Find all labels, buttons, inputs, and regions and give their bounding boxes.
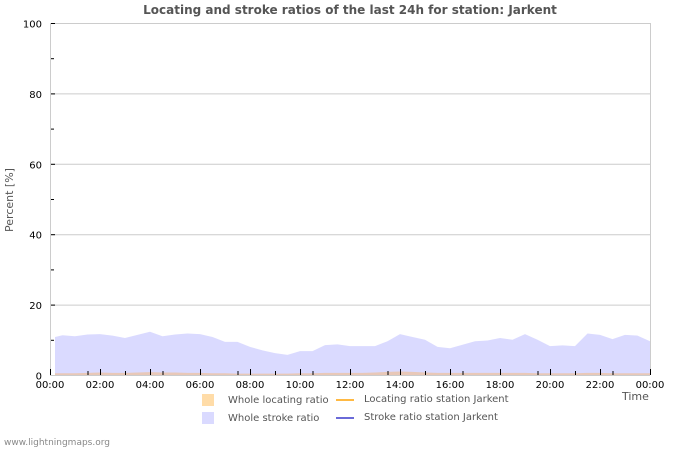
y-tick-label: 60 xyxy=(29,160,42,171)
y-tick-label: 40 xyxy=(29,231,42,242)
legend-item-whole-locating: Whole locating ratio xyxy=(202,394,329,406)
tick-labels: 0 20 40 60 80 100 00:00 02:00 04:00 06:00 08:00 10:… xyxy=(23,20,665,392)
y-tick-label: 100 xyxy=(23,20,42,31)
x-tick-label: 06:00 xyxy=(186,380,215,391)
legend-item-whole-stroke: Whole stroke ratio xyxy=(202,412,319,424)
legend-item-locating-station: Locating ratio station Jarkent xyxy=(336,394,509,405)
line-swatch-icon xyxy=(336,416,354,419)
x-tick-label: 12:00 xyxy=(336,380,365,391)
area-swatch-icon xyxy=(202,394,214,406)
chart-title: Locating and stroke ratios of the last 2… xyxy=(143,3,557,17)
legend-label: Whole stroke ratio xyxy=(228,412,320,424)
area-swatch-icon xyxy=(202,412,214,424)
grid-lines xyxy=(50,23,651,376)
legend-item-stroke-station: Stroke ratio station Jarkent xyxy=(336,412,498,423)
x-axis-label: Time xyxy=(622,390,649,403)
axes xyxy=(50,23,651,376)
x-tick-label: 18:00 xyxy=(486,380,515,391)
legend-label: Whole locating ratio xyxy=(228,394,329,406)
y-tick-label: 80 xyxy=(29,90,42,101)
x-tick-label: 04:00 xyxy=(136,380,165,391)
data-areas xyxy=(55,331,650,375)
line-swatch-icon xyxy=(336,398,354,401)
legend-label: Stroke ratio station Jarkent xyxy=(364,412,498,423)
x-tick-label: 22:00 xyxy=(586,380,615,391)
y-tick-label: 0 xyxy=(36,372,42,383)
x-tick-label: 02:00 xyxy=(86,380,115,391)
y-axis-label: Percent [%] xyxy=(3,168,16,232)
x-tick-label: 08:00 xyxy=(236,380,265,391)
x-tick-label: 00:00 xyxy=(36,380,65,391)
x-tick-label: 00:00 xyxy=(636,380,665,391)
x-tick-label: 20:00 xyxy=(536,380,565,391)
x-tick-label: 16:00 xyxy=(436,380,465,391)
legend-label: Locating ratio station Jarkent xyxy=(364,394,509,405)
y-tick-label: 20 xyxy=(29,301,42,312)
x-tick-label: 10:00 xyxy=(286,380,315,391)
x-tick-label: 14:00 xyxy=(386,380,415,391)
site-credit: www.lightningmaps.org xyxy=(4,438,110,448)
